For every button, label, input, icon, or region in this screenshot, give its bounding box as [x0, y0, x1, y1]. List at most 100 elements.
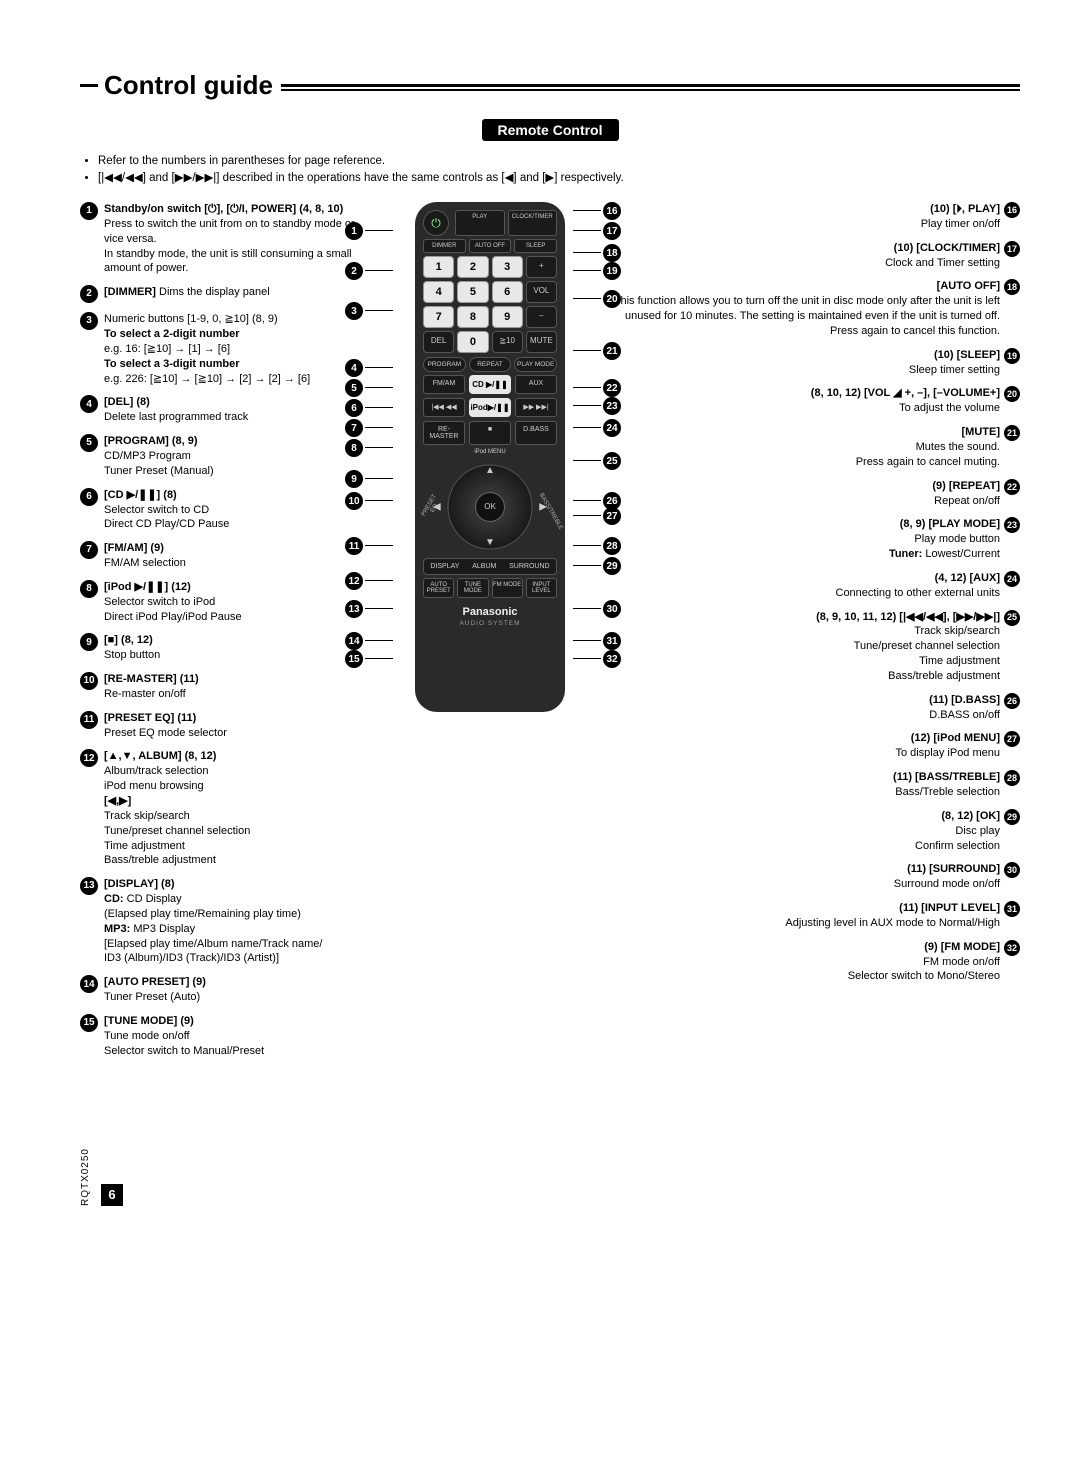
fmam-button[interactable]: FM/AM	[423, 375, 465, 394]
numpad-0[interactable]: 0	[457, 331, 488, 353]
aux-button[interactable]: AUX	[515, 375, 557, 394]
power-button[interactable]: ⏻	[423, 210, 449, 236]
remaster-button[interactable]: RE-MASTER	[423, 421, 465, 445]
callout-6: 6	[345, 399, 363, 417]
doc-code: RQTX0250	[80, 1148, 91, 1206]
left-item: 5[PROGRAM] (8, 9)CD/MP3 ProgramTuner Pre…	[80, 434, 369, 479]
item-number: 12	[80, 749, 98, 767]
up-arrow-icon[interactable]: ▲	[485, 465, 495, 476]
remote-wrap: 123456789101112131415 ⏻ PLAY CLOCK/TIMER…	[375, 202, 605, 1068]
callout-28: 28	[603, 537, 621, 555]
page-footer: RQTX0250 6	[80, 1148, 1020, 1206]
item-number: 6	[80, 488, 98, 506]
item-body: (10) [SLEEP]Sleep timer setting	[605, 348, 1000, 378]
numpad-1[interactable]: 1	[423, 256, 454, 278]
item-body: [iPod ▶/❚❚] (12)Selector switch to iPodD…	[104, 580, 369, 625]
item-number: 23	[1004, 517, 1020, 533]
item-body: (8, 12) [OK]Disc playConfirm selection	[605, 809, 1000, 854]
down-arrow-icon[interactable]: ▼	[485, 537, 495, 548]
vol-1[interactable]: VOL	[526, 281, 557, 303]
item-number: 32	[1004, 940, 1020, 956]
vol-3[interactable]: MUTE	[526, 331, 557, 353]
program-button[interactable]: PROGRAM	[423, 357, 466, 372]
ok-button[interactable]: OK	[475, 492, 505, 522]
repeat-button[interactable]: REPEAT	[469, 357, 512, 372]
callout-29: 29	[603, 557, 621, 575]
item-number: 20	[1004, 386, 1020, 402]
item-body: (8, 9, 10, 11, 12) [|◀◀/◀◀], [▶▶/▶▶|]Tra…	[605, 610, 1000, 684]
vol-2[interactable]: –	[526, 306, 557, 328]
notes-list: Refer to the numbers in parentheses for …	[80, 155, 1020, 184]
item-body: (11) [D.BASS]D.BASS on/off	[605, 693, 1000, 723]
skip-back-button[interactable]: |◀◀ ◀◀	[423, 398, 465, 417]
album-label[interactable]: ALBUM	[472, 563, 496, 570]
right-item: (12) [iPod MENU]To display iPod menu27	[605, 731, 1020, 761]
item-number: 29	[1004, 809, 1020, 825]
right-item: (8, 10, 12) [VOL ◢ +, –], [–VOLUME+]To a…	[605, 386, 1020, 416]
callout-23: 23	[603, 397, 621, 415]
right-item: (11) [BASS/TREBLE]Bass/Treble selection2…	[605, 770, 1020, 800]
play-timer-button[interactable]: PLAY	[455, 210, 505, 236]
right-arrow-icon[interactable]: ▶	[539, 501, 547, 512]
subtitle-wrap: Remote Control	[80, 119, 1020, 141]
ipod-play-button[interactable]: iPod▶/❚❚	[469, 398, 511, 417]
callout-4: 4	[345, 359, 363, 377]
right-item: (10) [SLEEP]Sleep timer setting19	[605, 348, 1020, 378]
autooff-button[interactable]: AUTO OFF	[469, 239, 512, 253]
right-item: (11) [SURROUND]Surround mode on/off30	[605, 862, 1020, 892]
left-arrow-icon[interactable]: ◀	[433, 501, 441, 512]
display-label[interactable]: DISPLAY	[430, 563, 459, 570]
stop-button[interactable]: ■	[469, 421, 511, 445]
inputlevel-button[interactable]: INPUT LEVEL	[526, 578, 557, 598]
left-item: 3Numeric buttons [1-9, 0, ≧10] (8, 9)To …	[80, 312, 369, 386]
numpad-3[interactable]: 3	[492, 256, 523, 278]
fmmode-button[interactable]: FM MODE	[492, 578, 523, 598]
item-number: 25	[1004, 610, 1020, 626]
right-item: (8, 9, 10, 11, 12) [|◀◀/◀◀], [▶▶/▶▶|]Tra…	[605, 610, 1020, 684]
item-number: 3	[80, 312, 98, 330]
dimmer-button[interactable]: DIMMER	[423, 239, 466, 253]
numpad-9[interactable]: 9	[492, 306, 523, 328]
item-body: Standby/on switch [⏻], [⏻/I, POWER] (4, …	[104, 202, 369, 276]
item-number: 1	[80, 202, 98, 220]
item-number: 21	[1004, 425, 1020, 441]
dbass-button[interactable]: D.BASS	[515, 421, 557, 445]
skip-fwd-button[interactable]: ▶▶ ▶▶|	[515, 398, 557, 417]
numpad-4[interactable]: 4	[423, 281, 454, 303]
callout-15: 15	[345, 650, 363, 668]
item-body: (4, 12) [AUX]Connecting to other externa…	[605, 571, 1000, 601]
item-body: (8, 10, 12) [VOL ◢ +, –], [–VOLUME+]To a…	[605, 386, 1000, 416]
item-body: [■] (8, 12)Stop button	[104, 633, 369, 663]
callout-11: 11	[345, 537, 363, 555]
item-number: 7	[80, 541, 98, 559]
numpad-5[interactable]: 5	[457, 281, 488, 303]
callout-21: 21	[603, 342, 621, 360]
nav-pad[interactable]: PRESET EQ BASS/TREBLE ▲ ▼ ◀ ▶ OK	[423, 459, 557, 554]
item-body: (11) [SURROUND]Surround mode on/off	[605, 862, 1000, 892]
numpad-≧10[interactable]: ≧10	[492, 331, 523, 353]
item-number: 19	[1004, 348, 1020, 364]
numpad-7[interactable]: 7	[423, 306, 454, 328]
callout-10: 10	[345, 492, 363, 510]
callout-2: 2	[345, 262, 363, 280]
clock-timer-button[interactable]: CLOCK/TIMER	[508, 210, 558, 236]
tunemode-button[interactable]: TUNE MODE	[457, 578, 488, 598]
surround-label[interactable]: SURROUND	[509, 563, 549, 570]
numpad-6[interactable]: 6	[492, 281, 523, 303]
callout-20: 20	[603, 290, 621, 308]
callout-25: 25	[603, 452, 621, 470]
callout-5: 5	[345, 379, 363, 397]
vol-0[interactable]: +	[526, 256, 557, 278]
right-item: (11) [D.BASS]D.BASS on/off26	[605, 693, 1020, 723]
right-item: (4, 12) [AUX]Connecting to other externa…	[605, 571, 1020, 601]
item-body: [PRESET EQ] (11)Preset EQ mode selector	[104, 711, 369, 741]
playmode-button[interactable]: PLAY MODE	[514, 357, 557, 372]
sleep-button[interactable]: SLEEP	[514, 239, 557, 253]
numpad-8[interactable]: 8	[457, 306, 488, 328]
numpad-del[interactable]: DEL	[423, 331, 454, 353]
item-body: (8, 9) [PLAY MODE]Play mode buttonTuner:…	[605, 517, 1000, 562]
cd-play-button[interactable]: CD ▶/❚❚	[469, 375, 511, 394]
numpad-2[interactable]: 2	[457, 256, 488, 278]
item-body: [RE-MASTER] (11)Re-master on/off	[104, 672, 369, 702]
autopreset-button[interactable]: AUTO PRESET	[423, 578, 454, 598]
